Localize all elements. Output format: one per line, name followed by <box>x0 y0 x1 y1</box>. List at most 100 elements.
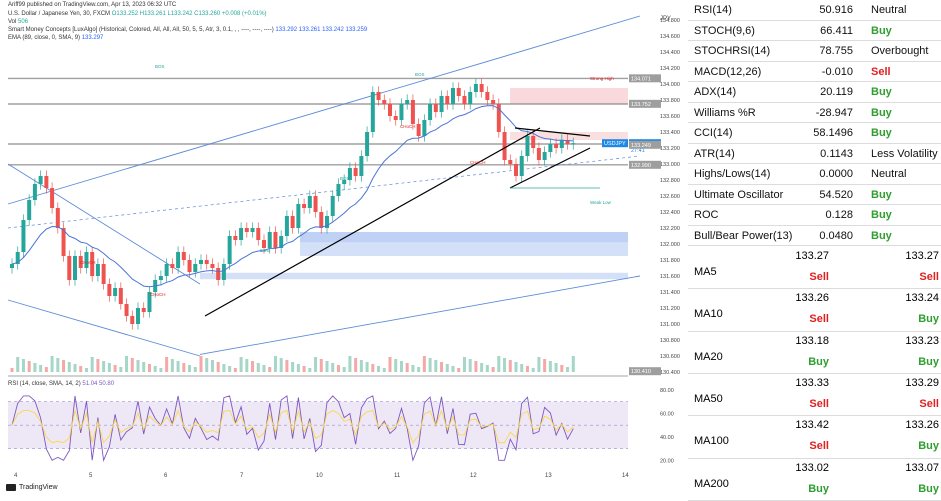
candle-body <box>330 196 335 216</box>
x-tick-label: 5 <box>89 473 93 479</box>
ma-exp-value: 133.27 <box>905 250 939 262</box>
y-tick-label: 134.400 <box>660 50 680 56</box>
annotation-label: CHoCH <box>470 160 486 165</box>
volume-bar <box>554 363 558 372</box>
indicator-value: 58.1496 <box>813 127 853 139</box>
candle-body <box>451 88 455 104</box>
chart-panel[interactable]: 130.400 130.600 130.800 131.000 131.200 131.4… <box>0 0 688 501</box>
candle-body <box>445 96 450 104</box>
candle-body <box>290 216 295 228</box>
volume-bar <box>571 356 575 372</box>
ma-exp-value: 133.07 <box>905 461 939 474</box>
candle-body <box>405 100 410 104</box>
candle-body <box>256 228 261 240</box>
indicator-value: 50.916 <box>819 4 853 16</box>
volume-bar <box>422 356 426 372</box>
indicator-name: Bull/Bear Power(13) <box>694 229 793 242</box>
candle-body <box>473 84 478 92</box>
candle-body <box>273 232 278 248</box>
volume-bar <box>44 367 48 372</box>
candle-body <box>199 260 203 264</box>
symbol-name: U.S. Dollar / Japanese Yen, 30, FXCM <box>8 11 111 17</box>
y-tick-label: 132.000 <box>660 242 680 248</box>
volume-bar <box>365 362 369 372</box>
ascending-trendline <box>204 127 541 317</box>
candle-body <box>531 136 536 148</box>
candle-body <box>90 252 95 276</box>
indicator-value: 66.411 <box>820 24 853 37</box>
price-chart[interactable]: 130.400 130.600 130.800 131.000 131.200 131.4… <box>0 0 688 501</box>
volume-line: Vol 506 <box>8 19 28 25</box>
candle-body <box>67 256 72 280</box>
rsi-values: 51.04 50.80 <box>82 381 115 387</box>
volume-bar <box>273 356 277 372</box>
y-tick-label: 131.200 <box>660 306 680 312</box>
candle-body <box>21 220 26 252</box>
volume-value: 506 <box>18 19 29 25</box>
ma-exp-action: Buy <box>918 482 939 495</box>
candle-body <box>250 228 255 232</box>
candle-body <box>158 276 163 280</box>
volume-bar <box>205 358 209 372</box>
indicator-row: ATR(14) 0.1143 Less Volatility <box>688 144 941 164</box>
volume-bar <box>434 360 438 372</box>
candle-body <box>307 196 312 208</box>
annotation-label: Weak Low <box>590 200 612 205</box>
volume-bar <box>348 356 352 372</box>
candle-body <box>118 288 123 304</box>
volume-bar <box>399 361 403 372</box>
volume-bar <box>314 357 318 372</box>
annotation-label: Strong High <box>590 76 614 81</box>
rsi-label: RSI (14, close, SMA, 14, 2) <box>8 381 81 387</box>
candle-body <box>296 204 301 228</box>
volume-bar <box>566 367 570 372</box>
candle-body <box>347 168 352 180</box>
x-tick-label: 14 <box>622 473 629 479</box>
volume-bar <box>182 363 186 372</box>
indicator-row: STOCH(9,6) 66.411 Buy <box>688 21 941 41</box>
channel-mid-line <box>7 155 641 229</box>
candle-body <box>359 156 364 176</box>
candle-body <box>61 228 66 256</box>
volume-bar <box>56 358 60 372</box>
volume-bar <box>319 359 323 372</box>
ma-name: MA5 <box>694 266 717 279</box>
annotation-label: BOS <box>415 72 425 77</box>
volume-bar <box>359 360 363 372</box>
volume-bar <box>480 363 484 372</box>
volume-bar <box>445 364 449 372</box>
volume-bar <box>342 367 346 372</box>
volume-bar <box>16 357 20 372</box>
volume-label: Vol <box>8 19 17 25</box>
ma-name: MA100 <box>694 435 729 448</box>
candle-body <box>284 216 289 236</box>
volume-bar <box>251 361 255 372</box>
candle-body <box>164 264 169 276</box>
indicator-action: Buy <box>871 86 892 98</box>
volume-bar <box>440 362 444 372</box>
triangle-lower-line <box>509 147 591 189</box>
candle-body <box>221 264 226 280</box>
symbol-tag: USDJPY <box>604 141 626 147</box>
volume-bar <box>405 363 409 372</box>
ma-simple-action: Sell <box>809 398 829 411</box>
x-tick-label: 7 <box>240 473 244 479</box>
indicator-action: Buy <box>871 127 892 139</box>
indicator-action: Neutral <box>871 168 907 180</box>
volume-bar <box>503 358 507 372</box>
volume-bar <box>119 367 123 372</box>
candle-body <box>216 268 221 280</box>
candle-body <box>73 256 77 280</box>
volume-bar <box>520 364 524 372</box>
y-tick-label: 131.000 <box>660 322 680 328</box>
candle-body <box>559 140 564 148</box>
candle-body <box>302 204 307 208</box>
volume-bar <box>462 357 466 372</box>
indicator-name: Williams %R <box>694 106 756 119</box>
candle-body <box>210 264 215 268</box>
volume-bar <box>377 366 381 372</box>
ma-name: MA20 <box>694 350 723 363</box>
candle-body <box>170 264 175 268</box>
y-tick-label: 133.800 <box>660 98 680 104</box>
candle-body <box>204 260 209 264</box>
